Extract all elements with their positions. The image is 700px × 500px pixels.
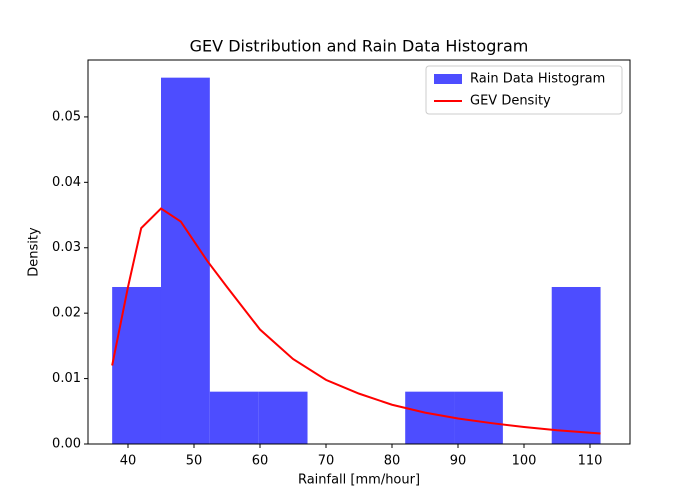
x-tick-label: 110 <box>578 454 603 469</box>
x-tick-label: 90 <box>450 454 467 469</box>
histogram-bar <box>454 391 503 444</box>
y-tick-label: 0.01 <box>52 371 81 386</box>
x-tick-label: 50 <box>186 454 203 469</box>
legend-swatch <box>434 74 462 84</box>
histogram-bar <box>258 391 308 444</box>
legend-label: Rain Data Histogram <box>470 72 605 87</box>
chart-title: GEV Distribution and Rain Data Histogram <box>190 37 529 56</box>
x-axis-label: Rainfall [mm/hour] <box>298 473 420 488</box>
histogram-bar <box>551 286 601 444</box>
y-tick-label: 0.00 <box>52 437 81 452</box>
y-tick-label: 0.02 <box>52 306 81 321</box>
y-axis-label: Density <box>27 227 42 277</box>
legend-box <box>425 65 623 115</box>
y-tick-label: 0.05 <box>52 109 81 124</box>
histogram-bar <box>160 77 210 444</box>
plot-frame <box>87 59 631 445</box>
y-tick-label: 0.04 <box>52 175 81 190</box>
histogram-bar <box>209 391 259 444</box>
y-tick-label: 0.03 <box>52 240 81 255</box>
x-tick-label: 60 <box>252 454 269 469</box>
density-line <box>111 207 601 435</box>
x-tick-label: 80 <box>384 454 401 469</box>
x-tick-label: 100 <box>512 454 537 469</box>
legend-label: GEV Density <box>470 94 551 109</box>
histogram-bar <box>405 391 455 444</box>
x-tick-label: 40 <box>120 454 137 469</box>
x-tick-label: 70 <box>318 454 335 469</box>
histogram-bar <box>112 286 161 444</box>
